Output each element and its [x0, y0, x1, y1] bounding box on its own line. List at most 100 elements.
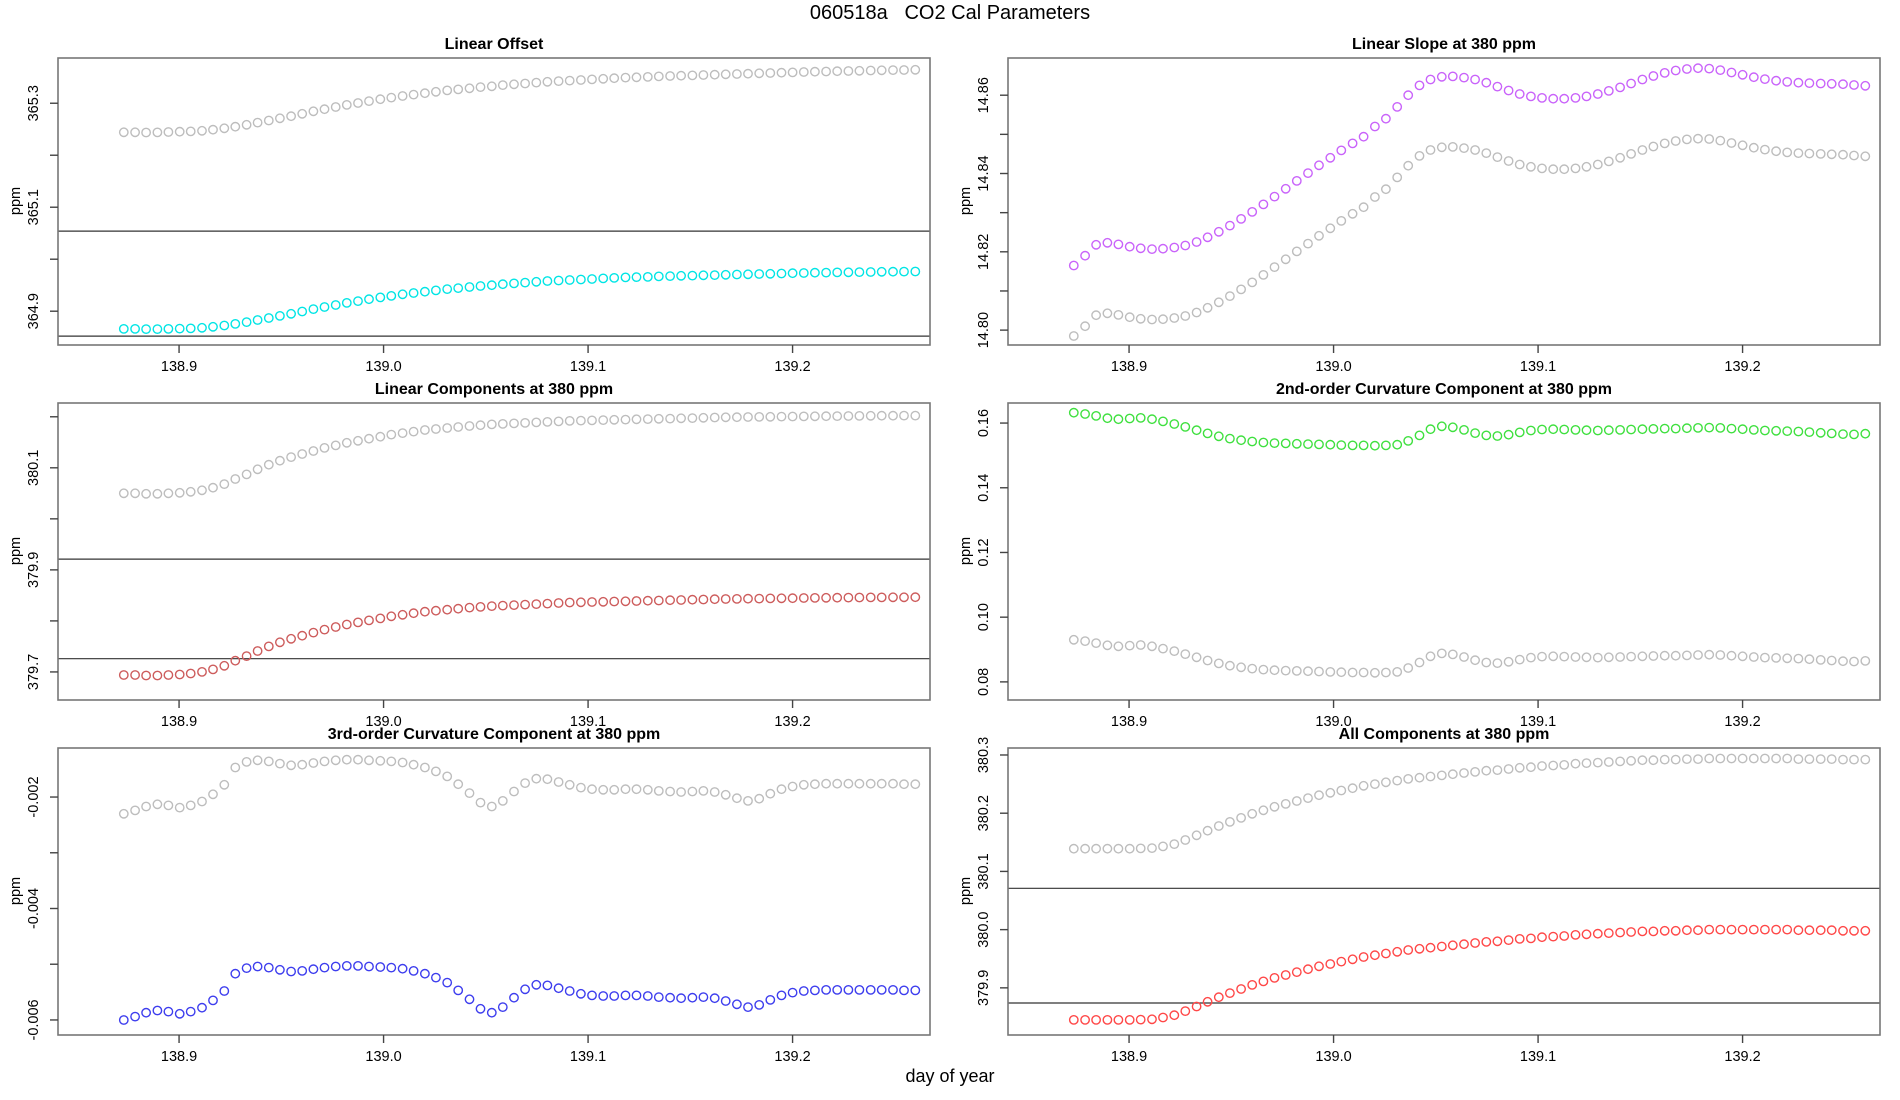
data-point [1447, 71, 1458, 82]
data-point [1247, 277, 1258, 288]
data-point [1682, 925, 1692, 936]
data-point [787, 268, 798, 279]
data-point [1804, 754, 1815, 764]
data-point [274, 113, 285, 124]
data-point [1314, 439, 1324, 450]
data-point [1626, 78, 1637, 89]
data-point [1347, 783, 1358, 794]
data-point [1838, 656, 1848, 667]
data-point [1537, 651, 1547, 662]
data-point [1158, 314, 1168, 325]
data-point [1548, 93, 1559, 104]
data-point [1191, 830, 1202, 841]
data-point [564, 779, 575, 790]
data-point [1080, 321, 1091, 332]
data-point [843, 592, 854, 603]
data-point [798, 986, 809, 996]
data-point [1849, 150, 1859, 161]
data-point [888, 65, 898, 76]
x-tick-label: 139.1 [570, 1049, 606, 1065]
x-tick-label: 139.0 [365, 714, 401, 730]
data-point [486, 280, 497, 291]
data-point [219, 986, 230, 996]
data-point [1258, 976, 1269, 987]
data-point [319, 756, 330, 767]
data-point [1436, 421, 1447, 432]
data-point [1492, 152, 1503, 163]
data-point [475, 420, 486, 431]
data-point [1615, 927, 1626, 938]
data-point [397, 963, 408, 974]
data-point [1626, 424, 1637, 435]
data-point [754, 411, 765, 422]
data-point [375, 755, 386, 766]
data-point [665, 786, 675, 797]
data-point [141, 127, 152, 138]
data-point [1849, 429, 1859, 440]
data-point [1403, 90, 1414, 101]
data-point [642, 72, 653, 82]
data-point [197, 667, 207, 677]
data-point [1180, 421, 1191, 432]
data-point [687, 270, 698, 281]
data-point [1303, 666, 1313, 677]
data-point [1225, 433, 1235, 444]
data-point [553, 598, 564, 608]
data-point [1760, 652, 1770, 663]
data-point [1336, 785, 1347, 796]
data-point [531, 773, 542, 784]
data-point [1414, 430, 1425, 441]
series-linear-components-lower-darkred [118, 592, 921, 681]
data-point [1436, 941, 1447, 952]
data-point [720, 269, 731, 280]
data-point [1514, 89, 1525, 99]
data-point [653, 992, 664, 1002]
data-point [341, 437, 352, 448]
data-point [230, 121, 241, 132]
data-point [286, 308, 296, 319]
data-point [509, 418, 519, 429]
data-point [1737, 651, 1748, 662]
data-point [1771, 75, 1782, 86]
data-point [576, 597, 586, 608]
data-point [1726, 753, 1737, 764]
data-point [1659, 423, 1670, 434]
data-point [397, 609, 408, 620]
data-point [1381, 184, 1391, 195]
data-point [1793, 148, 1804, 159]
data-point [698, 270, 709, 281]
data-point [843, 411, 854, 421]
data-point [1771, 653, 1782, 663]
data-point [1280, 438, 1291, 449]
data-point [1838, 925, 1848, 936]
data-point [620, 596, 631, 607]
data-point [1782, 924, 1793, 935]
data-point [1124, 843, 1135, 854]
subplot-title-3rd-order-curvature: 3rd-order Curvature Component at 380 ppm [327, 726, 661, 743]
data-point [1659, 68, 1670, 78]
data-point [430, 972, 441, 983]
data-point [364, 755, 374, 766]
data-point [876, 266, 887, 277]
data-point [419, 606, 430, 617]
data-point [163, 127, 174, 137]
data-point [130, 670, 141, 680]
data-point [1648, 926, 1659, 937]
data-point [531, 77, 542, 88]
data-point [1213, 297, 1224, 308]
data-point [1838, 149, 1848, 160]
data-point [865, 267, 876, 277]
data-point [743, 68, 753, 79]
data-point [1659, 138, 1670, 149]
data-point [1124, 413, 1135, 424]
data-point [1247, 980, 1258, 990]
data-point [653, 71, 664, 82]
data-point [1291, 796, 1302, 806]
data-point [609, 596, 620, 607]
data-point [1548, 931, 1559, 942]
data-point [152, 1005, 163, 1016]
plot-box [1007, 402, 1881, 701]
data-point [564, 415, 575, 426]
data-point [1526, 933, 1536, 944]
data-point [252, 117, 263, 128]
